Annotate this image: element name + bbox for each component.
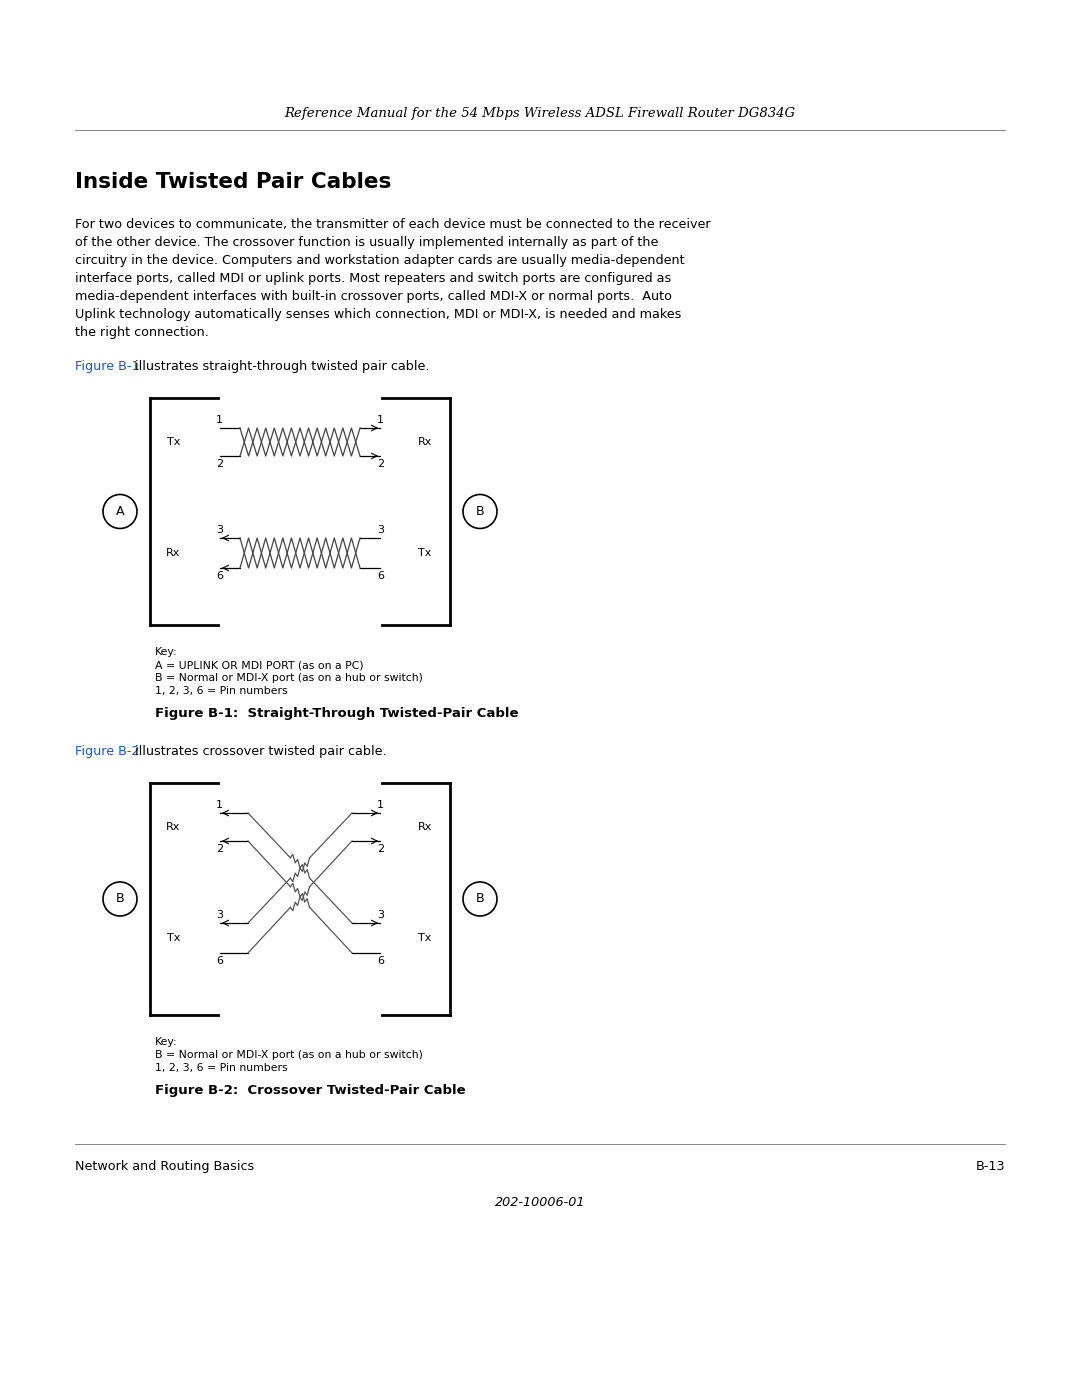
Text: of the other device. The crossover function is usually implemented internally as: of the other device. The crossover funct… bbox=[75, 236, 659, 249]
Text: 3: 3 bbox=[216, 909, 222, 921]
Text: interface ports, called MDI or uplink ports. Most repeaters and switch ports are: interface ports, called MDI or uplink po… bbox=[75, 272, 672, 285]
Text: 2: 2 bbox=[377, 844, 384, 854]
Text: Tx: Tx bbox=[166, 933, 180, 943]
Text: Rx: Rx bbox=[418, 437, 432, 447]
Text: illustrates crossover twisted pair cable.: illustrates crossover twisted pair cable… bbox=[131, 745, 387, 759]
Text: Rx: Rx bbox=[165, 821, 180, 833]
Text: Figure B-1: Figure B-1 bbox=[75, 360, 139, 373]
Text: 3: 3 bbox=[216, 525, 222, 535]
Text: B-13: B-13 bbox=[975, 1160, 1005, 1173]
Text: Rx: Rx bbox=[165, 548, 180, 557]
Text: B: B bbox=[116, 893, 124, 905]
Text: media-dependent interfaces with built-in crossover ports, called MDI-X or normal: media-dependent interfaces with built-in… bbox=[75, 291, 672, 303]
Text: 2: 2 bbox=[377, 460, 384, 469]
Text: the right connection.: the right connection. bbox=[75, 326, 208, 339]
Text: Figure B-1:  Straight-Through Twisted-Pair Cable: Figure B-1: Straight-Through Twisted-Pai… bbox=[156, 707, 518, 719]
Text: 3: 3 bbox=[377, 525, 384, 535]
Text: 1, 2, 3, 6 = Pin numbers: 1, 2, 3, 6 = Pin numbers bbox=[156, 1063, 287, 1073]
Text: 6: 6 bbox=[216, 956, 222, 965]
Text: B: B bbox=[475, 504, 484, 518]
Text: Figure B-2:  Crossover Twisted-Pair Cable: Figure B-2: Crossover Twisted-Pair Cable bbox=[156, 1084, 465, 1097]
Text: 2: 2 bbox=[216, 844, 224, 854]
Text: Tx: Tx bbox=[418, 548, 431, 557]
Text: B = Normal or MDI-X port (as on a hub or switch): B = Normal or MDI-X port (as on a hub or… bbox=[156, 1051, 423, 1060]
Text: Uplink technology automatically senses which connection, MDI or MDI-X, is needed: Uplink technology automatically senses w… bbox=[75, 307, 681, 321]
Text: B: B bbox=[475, 893, 484, 905]
Text: Inside Twisted Pair Cables: Inside Twisted Pair Cables bbox=[75, 172, 391, 191]
Text: circuitry in the device. Computers and workstation adapter cards are usually med: circuitry in the device. Computers and w… bbox=[75, 254, 685, 267]
Text: Tx: Tx bbox=[166, 437, 180, 447]
Text: For two devices to communicate, the transmitter of each device must be connected: For two devices to communicate, the tran… bbox=[75, 218, 711, 231]
Text: 3: 3 bbox=[377, 909, 384, 921]
Text: 1: 1 bbox=[216, 415, 222, 425]
Text: 6: 6 bbox=[377, 571, 384, 581]
Text: Key:: Key: bbox=[156, 647, 177, 657]
Text: 1: 1 bbox=[216, 800, 222, 810]
Text: A: A bbox=[116, 504, 124, 518]
Text: Network and Routing Basics: Network and Routing Basics bbox=[75, 1160, 254, 1173]
Text: 1: 1 bbox=[377, 800, 384, 810]
Text: Tx: Tx bbox=[418, 933, 431, 943]
Text: 1, 2, 3, 6 = Pin numbers: 1, 2, 3, 6 = Pin numbers bbox=[156, 686, 287, 696]
Text: Rx: Rx bbox=[418, 821, 432, 833]
Text: 6: 6 bbox=[377, 956, 384, 965]
Text: 202-10006-01: 202-10006-01 bbox=[495, 1196, 585, 1208]
Text: Figure B-2: Figure B-2 bbox=[75, 745, 139, 759]
Text: 1: 1 bbox=[377, 415, 384, 425]
Text: 6: 6 bbox=[216, 571, 222, 581]
Text: 2: 2 bbox=[216, 460, 224, 469]
Text: A = UPLINK OR MDI PORT (as on a PC): A = UPLINK OR MDI PORT (as on a PC) bbox=[156, 659, 364, 671]
Text: B = Normal or MDI-X port (as on a hub or switch): B = Normal or MDI-X port (as on a hub or… bbox=[156, 673, 423, 683]
Text: Key:: Key: bbox=[156, 1037, 177, 1046]
Text: Reference Manual for the 54 Mbps Wireless ADSL Firewall Router DG834G: Reference Manual for the 54 Mbps Wireles… bbox=[284, 106, 796, 120]
Text: illustrates straight-through twisted pair cable.: illustrates straight-through twisted pai… bbox=[131, 360, 430, 373]
